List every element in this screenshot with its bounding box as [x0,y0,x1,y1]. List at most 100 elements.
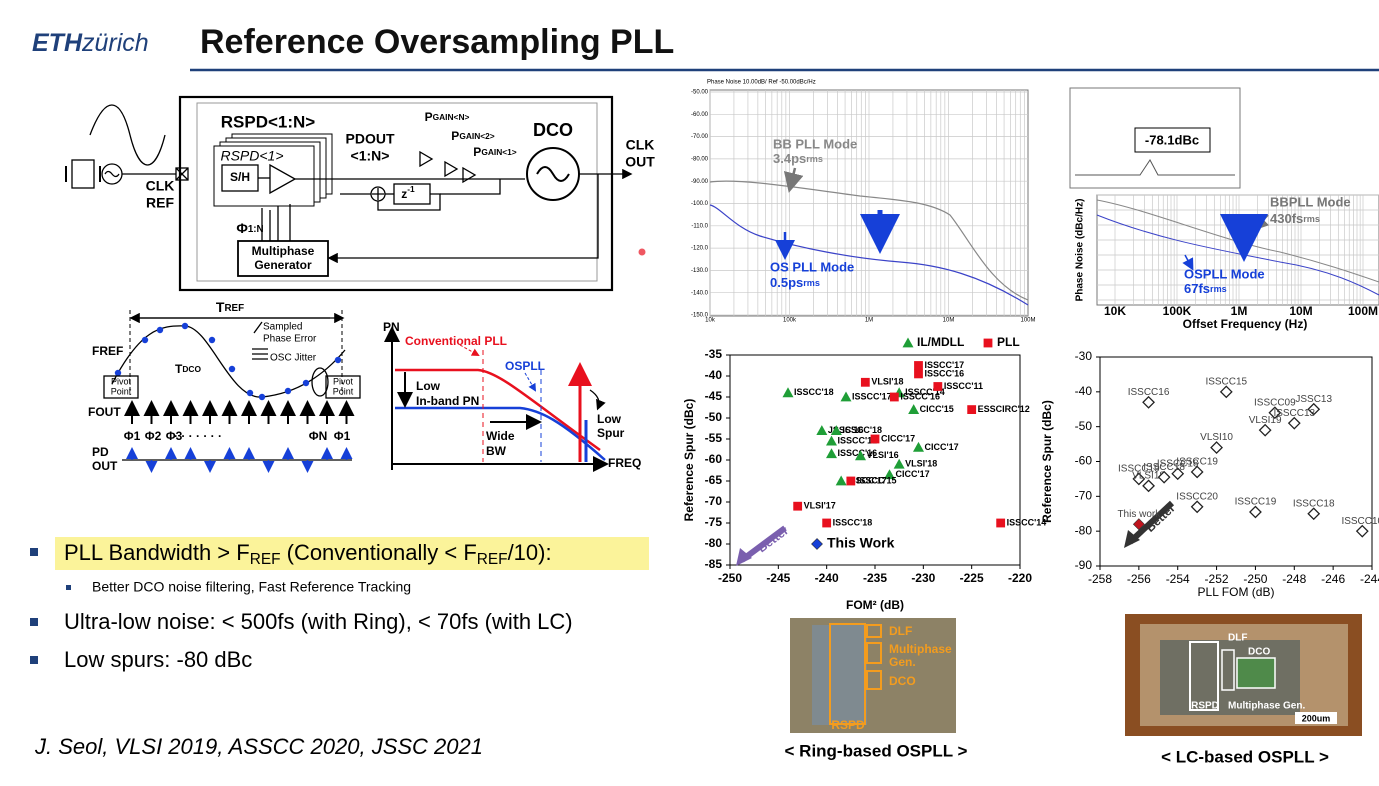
label: PGAIN<1> [473,145,517,159]
die-photo-ring: DLF Multiphase Gen. DCO RSPD < Ring-base… [785,618,968,760]
point-label: CICC'17 [925,442,959,452]
point-label: ISSCC13 [1273,408,1315,419]
y-tick-label: -80 [1075,523,1093,537]
point-label: ESSCIRC'12 [978,404,1030,414]
x-tick-label: 1M [865,318,873,324]
y-tick-label: -70.00 [691,134,709,140]
data-point [933,382,943,391]
label: Φ2 [145,429,162,443]
x-tick-label: -235 [863,571,887,585]
point-label: CICC'17 [881,433,915,443]
label: BBPLL Mode [1270,194,1351,209]
label: Multiphase Gen. [1228,701,1305,712]
label: REF [477,551,508,568]
shape [175,167,189,181]
point-label: ISSCC'18 [794,387,834,397]
annotation: Better [755,523,791,555]
label: 67fsrms [1184,281,1227,296]
label: T [216,299,225,315]
cursor-dot [638,248,646,256]
label: z-1 [401,184,415,201]
label: <1:N> [351,148,390,164]
data-point [1258,423,1272,437]
y-tick-label: -120.0 [691,246,709,252]
x-axis-label: FOM² (dB) [846,598,904,612]
y-tick-label: -60 [705,452,723,466]
label: Better DCO noise filtering, Fast Referen… [92,579,411,595]
label: CLK [626,137,655,153]
label: 430fsrms [1270,211,1320,226]
data-point [914,361,923,370]
block-diagram: CLK REF RSPD<1:N> RSPD<1> S/H PDOUT <1:N… [65,95,655,292]
label: DCO [182,364,201,374]
label: GAIN<N> [433,112,470,122]
shape [1096,199,1379,283]
label: P [451,129,459,143]
y-tick-label: -110.0 [691,223,708,229]
label: REF [250,551,281,568]
point-label: ISSCC'16 [925,368,965,378]
y-tick-label: -45 [705,389,723,403]
label: FOUT [88,405,121,419]
label: Low [416,379,441,393]
label: rms [1303,214,1320,224]
data-point [870,434,880,444]
y-tick-label: -35 [705,347,723,361]
label: S/H [230,170,250,184]
point-label: ISSCC09 [1254,397,1296,408]
label: OS PLL Mode [770,259,854,274]
shape [104,170,120,178]
x-tick-label: -256 [1127,572,1151,586]
label: /10): [508,540,552,565]
label: 200um [1302,713,1331,723]
point-label: This Work [827,535,895,551]
shape [124,400,355,424]
point-label: ISSCC'11 [944,381,983,391]
shape [1295,712,1337,724]
shape [866,670,882,690]
y-tick-label: -80.00 [691,156,709,162]
shape [175,167,189,181]
timing-diagram: TREF FREF TDCO Sampled Phase Error OSC J… [88,299,361,473]
data-point [782,387,794,398]
y-tick-label: -50 [1075,419,1093,433]
y-tick-label: -40 [1075,384,1093,398]
y-tick-label: -50.00 [691,90,709,96]
shape [311,367,329,397]
shape [213,145,315,207]
shape [126,447,353,473]
label: CLK [146,178,175,194]
label: Sampled [263,322,302,333]
data-point [1210,441,1223,454]
shape [1160,640,1300,715]
phase-sample [302,379,310,387]
data-point [826,448,837,459]
label: PLL Bandwidth > F [64,540,250,565]
y-tick-label: -100.0 [691,201,709,207]
x-tick-label: -244 [1360,572,1379,586]
data-point [840,391,852,402]
label: Pivot [333,376,354,386]
label: GAIN<2> [459,131,494,141]
y-tick-label: -30 [1075,349,1093,363]
x-tick-label: 10M [943,318,955,324]
data-point [793,501,803,511]
x-tick-label: 100M [1020,318,1035,324]
die-photo-lc: DLF DCO RSPD Multiphase Gen. 200um < LC-… [1125,614,1362,766]
shape [325,375,361,399]
label: PD [92,445,109,459]
label: RSPD [831,718,865,732]
label: 3.4psrms [773,151,823,166]
x-tick-label: -248 [1282,572,1306,586]
point-label: VLSI18 [1132,471,1165,482]
label: Pivot [111,376,132,386]
label: DCO [1248,647,1270,658]
point-label: ISSCC'15 [857,475,897,485]
label: GAIN<1> [481,147,516,157]
phase-noise-plot-1: -50.00 -60.00 -70.00 -80.00 -90.00 -100.0 -110… [691,80,1036,324]
data-point [1171,467,1185,481]
data-point [914,369,923,379]
data-point [1355,524,1369,538]
shape [524,372,537,392]
x-tick-label: -246 [1321,572,1345,586]
